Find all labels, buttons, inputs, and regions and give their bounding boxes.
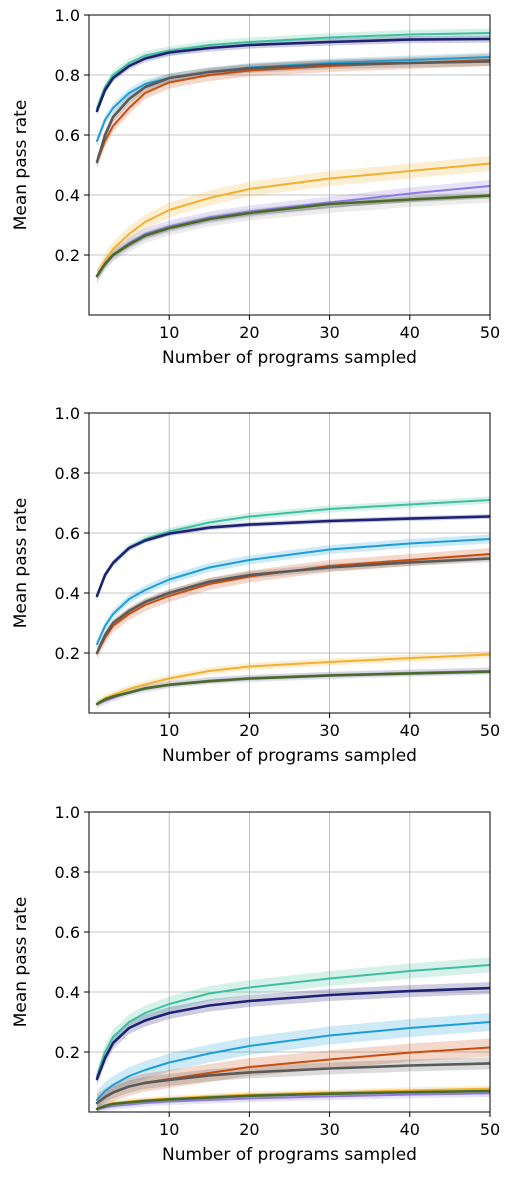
x-tick-label: 40 — [400, 323, 420, 342]
x-tick-label: 50 — [480, 1120, 500, 1139]
series-band-3 — [97, 535, 490, 649]
y-tick-label: 1.0 — [55, 6, 80, 25]
x-tick-label: 20 — [239, 323, 259, 342]
y-tick-label: 0.4 — [55, 983, 80, 1002]
chart-panel-2: 10 20 30 40 50 0.2 0.4 0.6 0.8 1.0 Number of progr… — [11, 404, 500, 766]
series-group — [97, 29, 490, 284]
y-tick-label: 0.8 — [55, 863, 80, 882]
series-band-6 — [97, 156, 490, 284]
x-axis-label: Number of programs sampled — [162, 746, 417, 766]
x-axis-label: Number of programs sampled — [162, 348, 417, 368]
x-tick-label: 50 — [480, 721, 500, 740]
y-tick-label: 0.4 — [55, 584, 80, 603]
x-tick-label: 10 — [159, 323, 179, 342]
y-axis-label: Mean pass rate — [11, 897, 31, 1028]
y-tick-label: 1.0 — [55, 803, 80, 822]
y-tick-label: 0.6 — [55, 524, 80, 543]
x-tick-label: 40 — [400, 721, 420, 740]
series-group — [97, 958, 490, 1113]
y-tick-label: 0.2 — [55, 246, 80, 265]
series-band-4 — [97, 54, 490, 168]
y-tick-label: 0.8 — [55, 66, 80, 85]
chart-panel-3: 10 20 30 40 50 0.2 0.4 0.6 0.8 1.0 Number of progr… — [11, 803, 500, 1165]
y-axis-label: Mean pass rate — [11, 100, 31, 231]
y-tick-label: 1.0 — [55, 404, 80, 423]
series-line-9 — [97, 672, 490, 704]
chart-panel-1: 10 20 30 40 50 0.2 0.4 0.6 0.8 1.0 Number of progr… — [11, 6, 500, 368]
y-tick-label: 0.4 — [55, 186, 80, 205]
x-tick-label: 40 — [400, 1120, 420, 1139]
x-tick-label: 10 — [159, 721, 179, 740]
x-tick-label: 20 — [239, 1120, 259, 1139]
y-tick-label: 0.2 — [55, 644, 80, 663]
y-tick-label: 0.6 — [55, 126, 80, 145]
x-tick-label: 30 — [319, 323, 339, 342]
x-tick-label: 50 — [480, 323, 500, 342]
y-axis-label: Mean pass rate — [11, 498, 31, 629]
x-tick-label: 10 — [159, 1120, 179, 1139]
x-tick-label: 30 — [319, 721, 339, 740]
x-axis-label: Number of programs sampled — [162, 1145, 417, 1165]
y-tick-label: 0.8 — [55, 464, 80, 483]
x-tick-label: 20 — [239, 721, 259, 740]
series-group — [97, 496, 490, 707]
y-tick-label: 0.6 — [55, 923, 80, 942]
x-tick-label: 30 — [319, 1120, 339, 1139]
series-line-5 — [97, 62, 490, 163]
y-tick-label: 0.2 — [55, 1043, 80, 1062]
